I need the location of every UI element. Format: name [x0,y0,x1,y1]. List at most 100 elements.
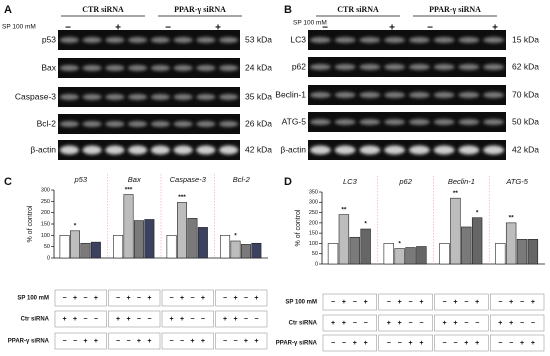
condition-sign: + [190,338,194,345]
condition-sign: − [442,340,446,347]
condition-sign: − [453,340,457,347]
significance-label: * [364,221,367,228]
condition-cell [108,332,161,350]
panel-letter: B [284,4,292,16]
condition-sign: + [398,299,402,306]
blot-band [458,64,480,70]
condition-sign: + [464,340,468,347]
kda-label: 53 kDa [245,34,272,44]
blot-band [408,92,430,98]
significance-label: ** [509,215,515,222]
blot-band [82,37,102,43]
condition-sign: + [126,316,130,323]
condition-sign: + [180,295,184,302]
blot-band [196,94,216,100]
condition-sign: + [419,299,423,306]
category-label: Beclin-1 [448,177,475,186]
condition-label: PPAR-γ siRNA [8,339,50,345]
blot-band [219,37,239,43]
condition-sign: + [233,316,237,323]
blot-band [384,92,406,98]
blot-band [219,94,239,100]
condition-sign: + [398,320,402,327]
condition-sign: − [475,320,479,327]
condition-sign: + [73,316,77,323]
blot-band [458,119,480,125]
category-label: Bcl-2 [233,175,251,184]
blot-band [483,37,505,43]
condition-cell [434,293,489,311]
blot-band [219,65,239,71]
category-label: p53 [73,175,87,184]
bar [113,235,124,259]
condition-sign: − [190,295,194,302]
bar [383,243,394,265]
condition-sign: + [63,316,67,323]
blot-band [334,92,356,98]
bar [187,218,198,259]
blot-band [458,92,480,98]
condition-sign: − [520,299,524,306]
y-tick-label: 150 [309,231,318,237]
condition-label: SP 100 mM [17,296,49,302]
blot-band [384,119,406,125]
blot-band [59,65,79,71]
condition-sign: − [83,295,87,302]
blot-band [173,65,193,71]
bar [144,219,155,259]
condition-sign: + [509,320,513,327]
condition-sign: + [201,295,205,302]
group-label: CTR siRNA [82,5,124,14]
blot-band [433,37,455,43]
y-tick-label: 250 [41,199,50,205]
blot-band [82,65,102,71]
bar [461,226,472,265]
blot-band [309,64,331,70]
condition-cell [215,332,268,350]
condition-cell [161,332,214,350]
condition-sign: + [342,320,346,327]
protein-label: Beclin-1 [275,89,306,99]
blot-band [309,145,331,155]
condition-sign: − [498,299,502,306]
panel-letter: D [284,176,292,188]
condition-sign: + [233,295,237,302]
condition-sign: + [531,299,535,306]
condition-cell [215,289,268,307]
condition-sign: − [387,340,391,347]
y-tick-label: 200 [41,210,50,216]
condition-sign: − [116,295,120,302]
condition-sign: + [475,340,479,347]
blot-band [483,64,505,70]
condition-sign: − [73,338,77,345]
bar [495,243,506,265]
condition-sign: + [147,295,151,302]
condition-sign: − [353,299,357,306]
bar [230,240,241,259]
blot-band [458,145,480,155]
y-tick-label: 150 [41,221,50,227]
category-label: LC3 [343,177,358,186]
blot-strip [58,140,240,160]
significance-label: *** [125,186,133,193]
group-label: PPAR-γ siRNA [429,5,481,14]
protein-label: β-actin [280,144,306,154]
condition-cell [215,310,268,328]
blot-band [483,145,505,155]
condition-sign: − [419,320,423,327]
y-axis-label: % of control [295,209,302,246]
condition-sign: − [531,320,535,327]
condition-sign: + [147,338,151,345]
condition-sign: + [364,340,368,347]
condition-sign: − [94,316,98,323]
bar [166,235,177,259]
y-tick-label: 0 [47,255,50,261]
bar [439,243,450,265]
condition-sign: + [223,316,227,323]
blot-band [359,37,381,43]
condition-sign: + [442,320,446,327]
protein-label: β-actin [30,144,56,154]
condition-sign: − [223,295,227,302]
condition-sign: − [83,316,87,323]
condition-cell [490,314,545,332]
